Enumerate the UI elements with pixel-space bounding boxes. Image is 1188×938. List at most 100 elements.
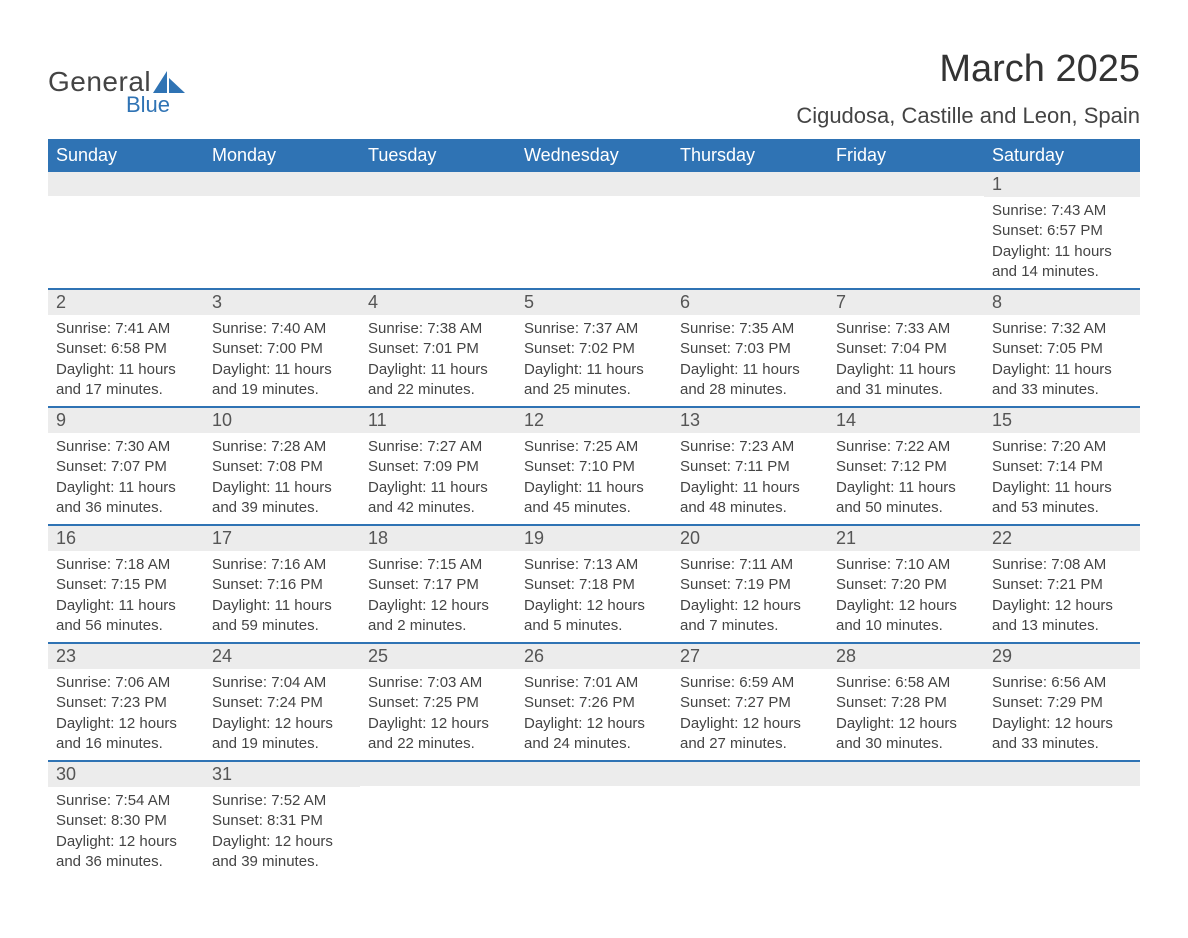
sunset-text: Sunset: 7:12 PM (836, 457, 976, 477)
calendar-day-cell: 6Sunrise: 7:35 AMSunset: 7:03 PMDaylight… (672, 289, 828, 407)
calendar-day-cell (984, 761, 1140, 878)
calendar-day-cell: 17Sunrise: 7:16 AMSunset: 7:16 PMDayligh… (204, 525, 360, 643)
weekday-header: Sunday (48, 139, 204, 172)
day-details: Sunrise: 7:13 AMSunset: 7:18 PMDaylight:… (516, 551, 672, 642)
sunset-text: Sunset: 8:31 PM (212, 811, 352, 831)
daylight-text: Daylight: 11 hours and 33 minutes. (992, 360, 1132, 401)
day-number: 16 (48, 526, 204, 551)
calendar-day-cell: 23Sunrise: 7:06 AMSunset: 7:23 PMDayligh… (48, 643, 204, 761)
day-number (516, 762, 672, 786)
sunrise-text: Sunrise: 7:20 AM (992, 437, 1132, 457)
day-details: Sunrise: 7:52 AMSunset: 8:31 PMDaylight:… (204, 787, 360, 878)
sunrise-text: Sunrise: 7:15 AM (368, 555, 508, 575)
day-details (672, 786, 828, 858)
day-number (48, 172, 204, 196)
sunrise-text: Sunrise: 6:59 AM (680, 673, 820, 693)
day-number: 24 (204, 644, 360, 669)
sunrise-text: Sunrise: 7:35 AM (680, 319, 820, 339)
sunrise-text: Sunrise: 7:33 AM (836, 319, 976, 339)
sunset-text: Sunset: 7:18 PM (524, 575, 664, 595)
day-number: 17 (204, 526, 360, 551)
day-details (360, 786, 516, 858)
sunrise-text: Sunrise: 7:27 AM (368, 437, 508, 457)
sunrise-text: Sunrise: 7:43 AM (992, 201, 1132, 221)
daylight-text: Daylight: 11 hours and 42 minutes. (368, 478, 508, 519)
day-number: 3 (204, 290, 360, 315)
day-number: 8 (984, 290, 1140, 315)
calendar-day-cell: 31Sunrise: 7:52 AMSunset: 8:31 PMDayligh… (204, 761, 360, 878)
title-block: March 2025 Cigudosa, Castille and Leon, … (796, 48, 1140, 129)
day-number: 4 (360, 290, 516, 315)
sunset-text: Sunset: 7:20 PM (836, 575, 976, 595)
day-number: 27 (672, 644, 828, 669)
sunrise-text: Sunrise: 6:56 AM (992, 673, 1132, 693)
day-details: Sunrise: 7:22 AMSunset: 7:12 PMDaylight:… (828, 433, 984, 524)
calendar-day-cell (516, 172, 672, 289)
calendar-day-cell: 15Sunrise: 7:20 AMSunset: 7:14 PMDayligh… (984, 407, 1140, 525)
day-details (48, 196, 204, 268)
sunrise-text: Sunrise: 7:06 AM (56, 673, 196, 693)
weekday-header: Wednesday (516, 139, 672, 172)
daylight-text: Daylight: 12 hours and 36 minutes. (56, 832, 196, 873)
day-number: 19 (516, 526, 672, 551)
daylight-text: Daylight: 11 hours and 36 minutes. (56, 478, 196, 519)
sunrise-text: Sunrise: 7:54 AM (56, 791, 196, 811)
day-details: Sunrise: 7:37 AMSunset: 7:02 PMDaylight:… (516, 315, 672, 406)
daylight-text: Daylight: 11 hours and 14 minutes. (992, 242, 1132, 283)
weekday-header: Friday (828, 139, 984, 172)
day-details: Sunrise: 7:40 AMSunset: 7:00 PMDaylight:… (204, 315, 360, 406)
day-details: Sunrise: 7:32 AMSunset: 7:05 PMDaylight:… (984, 315, 1140, 406)
day-number (984, 762, 1140, 786)
calendar-day-cell (516, 761, 672, 878)
day-number: 22 (984, 526, 1140, 551)
sunset-text: Sunset: 7:19 PM (680, 575, 820, 595)
sunrise-text: Sunrise: 7:40 AM (212, 319, 352, 339)
calendar-day-cell: 21Sunrise: 7:10 AMSunset: 7:20 PMDayligh… (828, 525, 984, 643)
logo-sail-icon (153, 71, 187, 93)
day-number: 29 (984, 644, 1140, 669)
sunrise-text: Sunrise: 7:13 AM (524, 555, 664, 575)
calendar-day-cell: 14Sunrise: 7:22 AMSunset: 7:12 PMDayligh… (828, 407, 984, 525)
sunset-text: Sunset: 7:14 PM (992, 457, 1132, 477)
day-number: 5 (516, 290, 672, 315)
sunset-text: Sunset: 7:08 PM (212, 457, 352, 477)
sunrise-text: Sunrise: 7:25 AM (524, 437, 664, 457)
sunrise-text: Sunrise: 7:32 AM (992, 319, 1132, 339)
day-number: 10 (204, 408, 360, 433)
day-number: 13 (672, 408, 828, 433)
calendar-day-cell: 9Sunrise: 7:30 AMSunset: 7:07 PMDaylight… (48, 407, 204, 525)
day-details: Sunrise: 6:59 AMSunset: 7:27 PMDaylight:… (672, 669, 828, 760)
day-details: Sunrise: 7:08 AMSunset: 7:21 PMDaylight:… (984, 551, 1140, 642)
day-number: 1 (984, 172, 1140, 197)
day-details (516, 196, 672, 268)
sunrise-text: Sunrise: 7:41 AM (56, 319, 196, 339)
calendar-week-row: 16Sunrise: 7:18 AMSunset: 7:15 PMDayligh… (48, 525, 1140, 643)
sunset-text: Sunset: 7:27 PM (680, 693, 820, 713)
day-number: 18 (360, 526, 516, 551)
calendar-day-cell: 28Sunrise: 6:58 AMSunset: 7:28 PMDayligh… (828, 643, 984, 761)
sunset-text: Sunset: 7:02 PM (524, 339, 664, 359)
sunset-text: Sunset: 7:07 PM (56, 457, 196, 477)
day-number (672, 172, 828, 196)
day-details: Sunrise: 7:18 AMSunset: 7:15 PMDaylight:… (48, 551, 204, 642)
daylight-text: Daylight: 12 hours and 30 minutes. (836, 714, 976, 755)
day-details: Sunrise: 7:01 AMSunset: 7:26 PMDaylight:… (516, 669, 672, 760)
sunset-text: Sunset: 7:26 PM (524, 693, 664, 713)
day-number: 11 (360, 408, 516, 433)
calendar-day-cell: 26Sunrise: 7:01 AMSunset: 7:26 PMDayligh… (516, 643, 672, 761)
sunset-text: Sunset: 7:28 PM (836, 693, 976, 713)
sunrise-text: Sunrise: 7:16 AM (212, 555, 352, 575)
daylight-text: Daylight: 11 hours and 48 minutes. (680, 478, 820, 519)
day-details: Sunrise: 7:35 AMSunset: 7:03 PMDaylight:… (672, 315, 828, 406)
day-number (360, 762, 516, 786)
day-details: Sunrise: 7:16 AMSunset: 7:16 PMDaylight:… (204, 551, 360, 642)
daylight-text: Daylight: 12 hours and 10 minutes. (836, 596, 976, 637)
daylight-text: Daylight: 12 hours and 27 minutes. (680, 714, 820, 755)
day-details: Sunrise: 7:04 AMSunset: 7:24 PMDaylight:… (204, 669, 360, 760)
calendar-day-cell (672, 761, 828, 878)
calendar-day-cell: 19Sunrise: 7:13 AMSunset: 7:18 PMDayligh… (516, 525, 672, 643)
daylight-text: Daylight: 12 hours and 33 minutes. (992, 714, 1132, 755)
sunset-text: Sunset: 6:57 PM (992, 221, 1132, 241)
day-details: Sunrise: 7:06 AMSunset: 7:23 PMDaylight:… (48, 669, 204, 760)
sunrise-text: Sunrise: 7:37 AM (524, 319, 664, 339)
